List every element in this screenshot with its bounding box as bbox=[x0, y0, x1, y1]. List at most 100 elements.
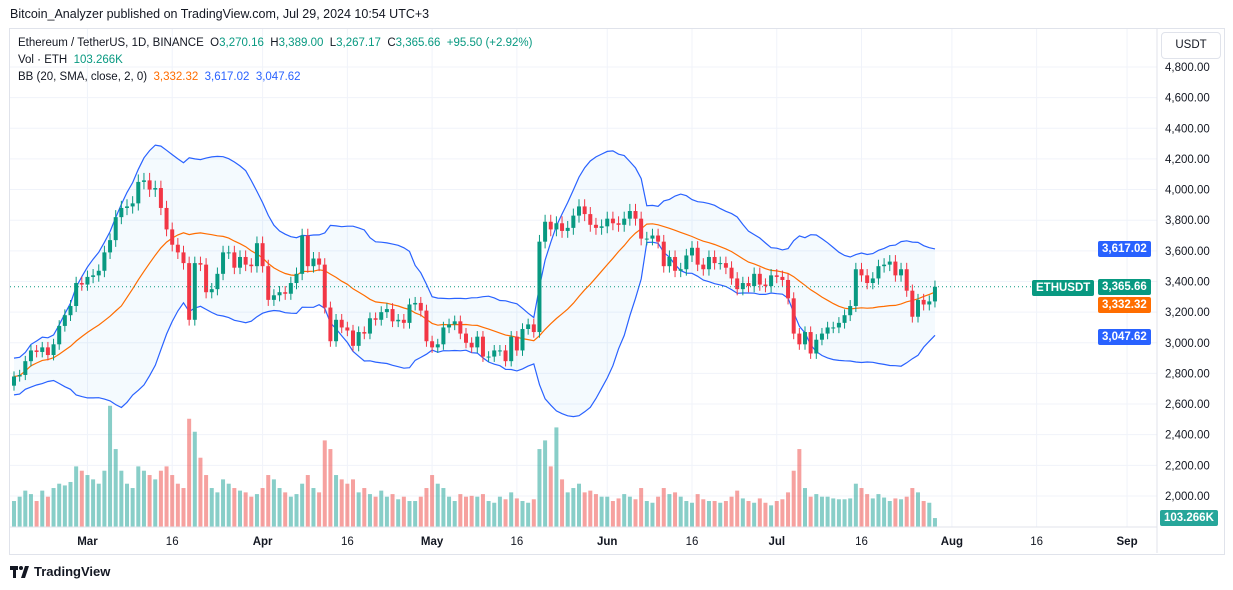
volume-bar bbox=[678, 496, 683, 527]
candle-body bbox=[537, 241, 542, 333]
candle-body bbox=[571, 215, 576, 228]
candle-body bbox=[656, 235, 661, 242]
volume-bar bbox=[729, 496, 734, 527]
volume-bar bbox=[616, 498, 621, 527]
x-tick-label: 16 bbox=[855, 536, 868, 548]
volume-bar bbox=[639, 488, 644, 527]
bb-label[interactable]: BB (20, SMA, close, 2, 0) bbox=[18, 71, 148, 83]
volume-bar bbox=[819, 496, 824, 527]
volume-bar bbox=[706, 501, 711, 527]
x-tick-label: Mar bbox=[77, 536, 98, 548]
volume-bar bbox=[62, 485, 67, 527]
candle-body bbox=[238, 256, 242, 268]
candle-body bbox=[582, 206, 587, 215]
candle-body bbox=[396, 319, 401, 322]
candle-body bbox=[215, 273, 220, 290]
volume-bar bbox=[390, 494, 395, 527]
candle-body bbox=[271, 295, 276, 300]
volume-bar bbox=[622, 494, 627, 527]
candle-body bbox=[882, 264, 887, 267]
candle-body bbox=[633, 211, 638, 219]
candles bbox=[10, 172, 1032, 391]
candle-body bbox=[791, 298, 796, 334]
candle-body bbox=[430, 341, 435, 348]
y-tick-label: 3,800.00 bbox=[1165, 215, 1210, 227]
candle-body bbox=[379, 312, 384, 320]
volume-bar bbox=[23, 490, 28, 527]
volume-bar bbox=[910, 488, 915, 527]
candle-body bbox=[28, 350, 33, 362]
y-tick-label: 3,400.00 bbox=[1165, 276, 1210, 288]
candle-body bbox=[848, 306, 853, 316]
volume-bar bbox=[130, 488, 135, 527]
tradingview-logo[interactable]: TradingView bbox=[10, 564, 110, 579]
volume-bar bbox=[351, 479, 355, 527]
volume-bar bbox=[322, 440, 327, 527]
tradingview-logo-icon bbox=[10, 565, 29, 578]
candle-body bbox=[520, 328, 525, 351]
currency-button[interactable]: USDT bbox=[1161, 32, 1221, 59]
volume-bar bbox=[921, 501, 926, 527]
candle-body bbox=[803, 332, 807, 345]
volume-bar bbox=[238, 490, 242, 527]
y-tick-label: 4,400.00 bbox=[1165, 123, 1210, 135]
volume-bar bbox=[362, 488, 367, 527]
candle-body bbox=[175, 244, 180, 253]
candle-body bbox=[204, 264, 209, 293]
volume-bar bbox=[198, 457, 203, 527]
volume-bar bbox=[735, 490, 740, 527]
volume-bar bbox=[650, 502, 655, 527]
candle-body bbox=[814, 339, 819, 354]
volume-bar bbox=[125, 483, 129, 527]
volume-bar bbox=[277, 488, 282, 527]
candle-body bbox=[616, 223, 621, 225]
bb-lower-tag: 3,047.62 bbox=[1098, 329, 1151, 345]
candle-body bbox=[842, 315, 847, 323]
candle-body bbox=[774, 275, 779, 277]
price-axis: 4,800.00 4,600.00 4,400.00 4,200.00 4,000.00… bbox=[1156, 29, 1210, 553]
high-label: H bbox=[270, 37, 279, 49]
symbol-name[interactable]: Ethereum / TetherUS, 1D, BINANCE bbox=[18, 37, 204, 49]
y-tick-label: 4,600.00 bbox=[1165, 93, 1210, 105]
candle-body bbox=[526, 324, 531, 329]
volume-bar bbox=[164, 466, 169, 527]
volume-bar bbox=[79, 470, 84, 527]
candle-body bbox=[51, 344, 56, 356]
candle-body bbox=[531, 324, 536, 333]
publish-info: Bitcoin_Analyzer published on TradingVie… bbox=[10, 7, 430, 21]
volume-label[interactable]: Vol · ETH bbox=[18, 54, 68, 66]
volume-bar bbox=[757, 498, 762, 527]
candle-body bbox=[746, 283, 751, 287]
volume-bar bbox=[339, 479, 344, 527]
volume-bar bbox=[774, 501, 779, 527]
volume-bar bbox=[254, 494, 259, 527]
candle-body bbox=[475, 336, 480, 348]
candle-body bbox=[486, 356, 491, 358]
volume-bar bbox=[181, 488, 186, 527]
volume-bar bbox=[480, 494, 485, 527]
candle-body bbox=[226, 252, 231, 254]
candle-body bbox=[853, 269, 858, 307]
volume-bar bbox=[458, 494, 463, 527]
candle-body bbox=[825, 327, 830, 334]
volume-bar bbox=[537, 449, 542, 527]
volume-bar bbox=[814, 494, 819, 527]
volume-bar bbox=[927, 502, 932, 527]
volume-bar bbox=[266, 475, 271, 527]
volume-bar bbox=[34, 501, 39, 527]
candle-body bbox=[119, 207, 124, 218]
candle-body bbox=[401, 319, 406, 323]
volume-bar bbox=[723, 501, 728, 527]
candle-body bbox=[45, 347, 50, 356]
volume-bar bbox=[836, 499, 841, 527]
candle-body bbox=[819, 333, 824, 340]
candle-body bbox=[390, 309, 395, 322]
volume-bar bbox=[797, 449, 802, 527]
volume-bar bbox=[780, 499, 785, 527]
volume-bar bbox=[560, 479, 565, 527]
candle-body bbox=[712, 256, 717, 264]
candle-body bbox=[786, 279, 791, 299]
volume-bar bbox=[531, 499, 536, 527]
volume-bar bbox=[673, 492, 678, 527]
